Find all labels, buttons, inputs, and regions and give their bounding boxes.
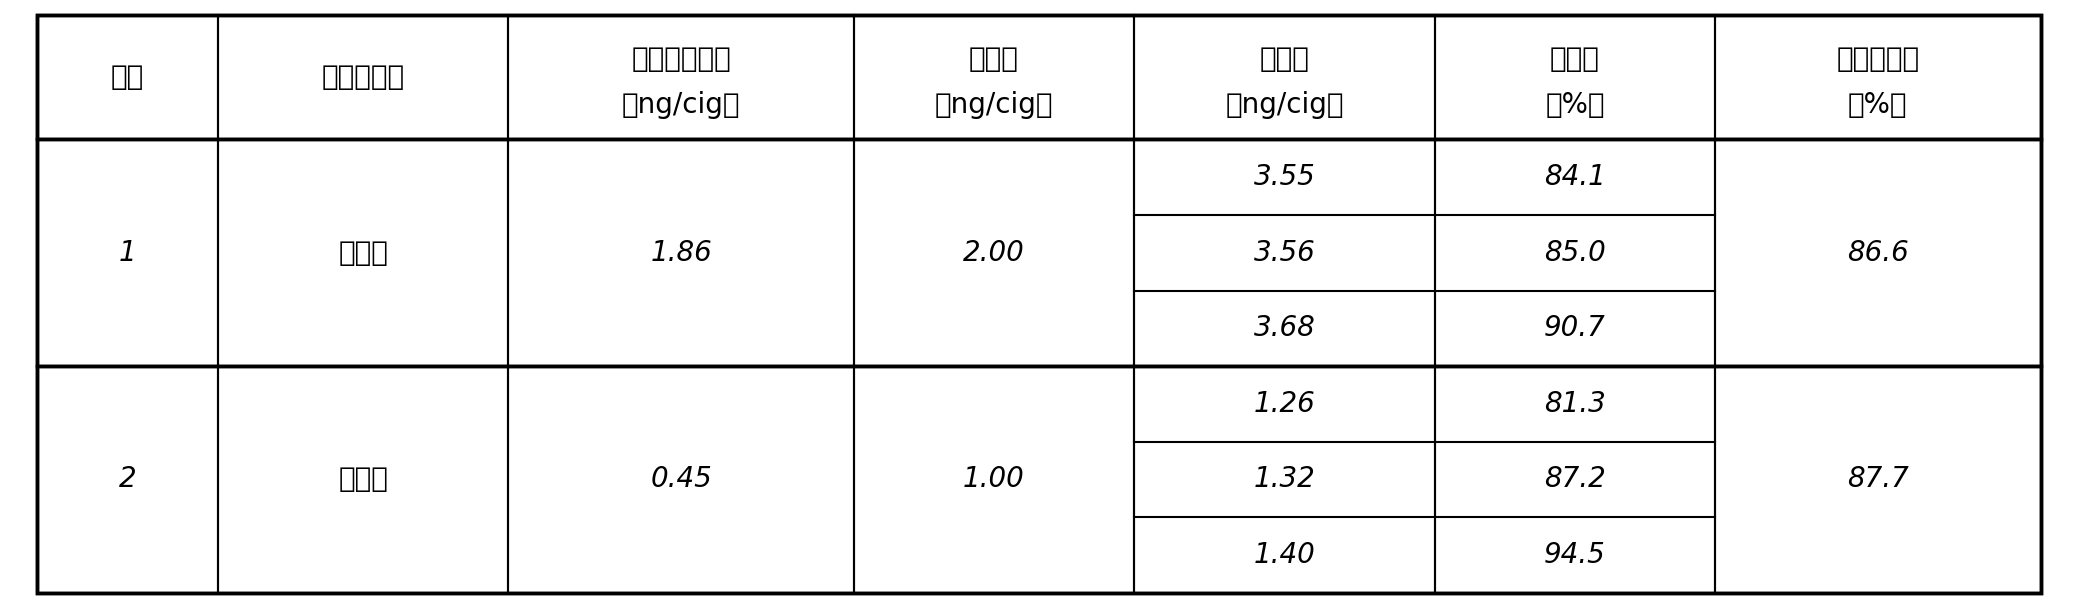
- Bar: [37, 366, 2041, 593]
- Text: （%）: （%）: [1546, 91, 1604, 119]
- Bar: [1436, 139, 1714, 366]
- Text: 84.1: 84.1: [1544, 163, 1606, 191]
- Text: 三价铬: 三价铬: [339, 239, 389, 267]
- Bar: [509, 139, 854, 366]
- Bar: [1436, 366, 1714, 593]
- Text: 1.32: 1.32: [1253, 466, 1315, 494]
- Text: （%）: （%）: [1847, 91, 1908, 119]
- Text: 序号: 序号: [110, 63, 143, 91]
- Text: 0.45: 0.45: [650, 466, 713, 494]
- Bar: [1135, 15, 1436, 139]
- Text: 3.56: 3.56: [1253, 239, 1315, 267]
- Text: 2: 2: [118, 466, 137, 494]
- Bar: [509, 366, 854, 593]
- Text: 87.7: 87.7: [1847, 466, 1908, 494]
- Text: 94.5: 94.5: [1544, 541, 1606, 569]
- Bar: [509, 15, 854, 139]
- Text: 86.6: 86.6: [1847, 239, 1908, 267]
- Bar: [218, 139, 509, 366]
- Text: 平均回收率: 平均回收率: [1837, 44, 1920, 73]
- Text: 1.86: 1.86: [650, 239, 713, 267]
- Bar: [854, 139, 1135, 366]
- Text: 2.00: 2.00: [962, 239, 1024, 267]
- Text: 3.68: 3.68: [1253, 314, 1315, 342]
- Text: 90.7: 90.7: [1544, 314, 1606, 342]
- Text: （ng/cig）: （ng/cig）: [621, 91, 740, 119]
- Bar: [1714, 366, 2041, 593]
- Bar: [37, 366, 218, 593]
- Bar: [1135, 139, 1436, 366]
- Bar: [37, 139, 2041, 366]
- Bar: [1135, 366, 1436, 593]
- Text: 六价铬: 六价铬: [339, 466, 389, 494]
- Text: 回收率: 回收率: [1550, 44, 1600, 73]
- Text: 1: 1: [118, 239, 137, 267]
- Text: 3.55: 3.55: [1253, 163, 1315, 191]
- Text: 1.26: 1.26: [1253, 390, 1315, 418]
- Text: 化合物名称: 化合物名称: [322, 63, 405, 91]
- Bar: [1714, 15, 2041, 139]
- Bar: [854, 15, 1135, 139]
- Text: （ng/cig）: （ng/cig）: [935, 91, 1054, 119]
- Bar: [1436, 15, 1714, 139]
- Text: 实际样品含量: 实际样品含量: [632, 44, 731, 73]
- Bar: [37, 15, 218, 139]
- Text: （ng/cig）: （ng/cig）: [1226, 91, 1344, 119]
- Bar: [218, 15, 509, 139]
- Text: 加入量: 加入量: [968, 44, 1018, 73]
- Text: 81.3: 81.3: [1544, 390, 1606, 418]
- Bar: [37, 15, 2041, 139]
- Text: 1.40: 1.40: [1253, 541, 1315, 569]
- Bar: [1714, 139, 2041, 366]
- Bar: [37, 139, 218, 366]
- Text: 1.00: 1.00: [962, 466, 1024, 494]
- Bar: [854, 366, 1135, 593]
- Bar: [218, 366, 509, 593]
- Text: 测定量: 测定量: [1259, 44, 1309, 73]
- Text: 87.2: 87.2: [1544, 466, 1606, 494]
- Text: 85.0: 85.0: [1544, 239, 1606, 267]
